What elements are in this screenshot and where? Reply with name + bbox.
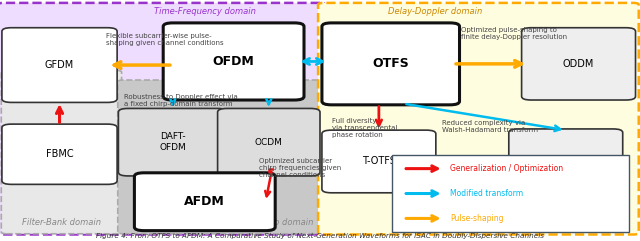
FancyBboxPatch shape — [2, 28, 117, 102]
Text: GFDM: GFDM — [45, 60, 74, 70]
Text: Optimized pulse-shaping to
finite delay-Doppler resolution: Optimized pulse-shaping to finite delay-… — [461, 27, 567, 40]
Text: Time-Frequency domain: Time-Frequency domain — [154, 7, 256, 16]
Text: FBMC: FBMC — [45, 149, 74, 159]
FancyBboxPatch shape — [522, 28, 636, 100]
Text: ODDM: ODDM — [563, 59, 595, 69]
FancyBboxPatch shape — [322, 130, 436, 193]
Text: Robustness to Doppler effect via
a fixed chirp-domain transform: Robustness to Doppler effect via a fixed… — [124, 94, 237, 107]
Text: DAFT-
OFDM: DAFT- OFDM — [159, 133, 186, 152]
Text: Generalization / Optimization: Generalization / Optimization — [450, 164, 563, 173]
Text: OTFS: OTFS — [372, 57, 409, 70]
Text: T-OTFS: T-OTFS — [362, 156, 396, 167]
Text: Optimized subcarrier
chirp frequencies given
channel conditions: Optimized subcarrier chirp frequencies g… — [259, 158, 342, 178]
Text: Figure 4: From OTFS to AFDM: A Comparative Study of Next-Generation Waveforms fo: Figure 4: From OTFS to AFDM: A Comparati… — [96, 233, 544, 239]
Text: Chirp domain: Chirp domain — [257, 218, 314, 227]
Text: OCDM: OCDM — [255, 138, 283, 147]
Text: Filter-Bank domain: Filter-Bank domain — [22, 218, 101, 227]
FancyBboxPatch shape — [1, 70, 122, 234]
Text: Flexible subcarrier-wise pulse-
shaping given channel conditions: Flexible subcarrier-wise pulse- shaping … — [106, 33, 223, 46]
FancyBboxPatch shape — [392, 155, 629, 232]
Text: Pulse-shaping: Pulse-shaping — [450, 214, 504, 223]
Text: AFDM: AFDM — [184, 195, 225, 208]
Text: Delay-Doppler domain: Delay-Doppler domain — [388, 7, 483, 16]
FancyBboxPatch shape — [118, 80, 321, 234]
Text: OFDM: OFDM — [212, 55, 255, 68]
FancyBboxPatch shape — [318, 3, 639, 234]
Text: Reduced complexity via
Walsh-Hadamard transform: Reduced complexity via Walsh-Hadamard tr… — [442, 120, 538, 134]
Text: Full diversity
via transcendental
phase rotation: Full diversity via transcendental phase … — [332, 118, 397, 138]
FancyBboxPatch shape — [118, 108, 227, 176]
FancyBboxPatch shape — [134, 173, 275, 231]
Text: OTSM: OTSM — [552, 155, 580, 165]
FancyBboxPatch shape — [163, 23, 304, 100]
FancyBboxPatch shape — [218, 108, 320, 176]
FancyBboxPatch shape — [509, 129, 623, 192]
FancyBboxPatch shape — [0, 3, 325, 234]
FancyBboxPatch shape — [2, 124, 117, 184]
FancyBboxPatch shape — [322, 23, 460, 105]
Text: Modified transform: Modified transform — [450, 189, 523, 198]
